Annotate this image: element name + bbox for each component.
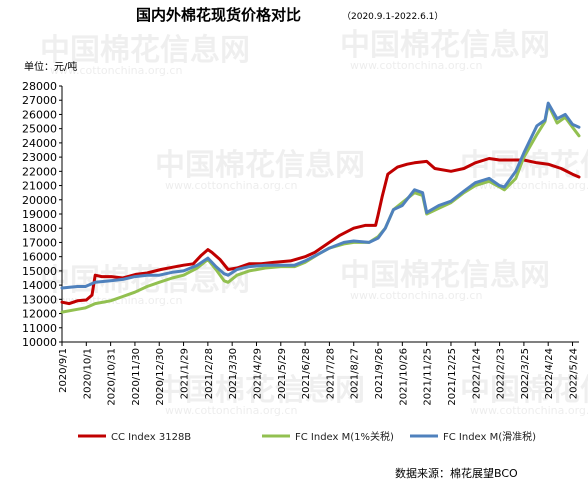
x-tick-label: 2020/9/1 [58,348,69,393]
watermark-url: www.cottonchina.org.cn [470,179,588,192]
watermark-url: www.cottonchina.org.cn [50,294,182,307]
x-tick-label: 2021/10/26 [398,348,409,406]
watermark-text: 中国棉花信息网 [155,148,365,183]
x-tick-label: 2021/6/28 [301,348,312,399]
watermark-text: 中国棉花信息网 [155,373,365,408]
watermark-layer: 中国棉花信息网www.cottonchina.org.cn中国棉花信息网www.… [40,28,588,417]
x-tick-label: 2020/10/1 [82,348,93,399]
y-tick-label: 17000 [22,236,57,249]
x-tick-label: 2020/12/30 [155,348,166,406]
watermark-text: 中国棉花信息网 [340,258,550,293]
unit-label: 单位：元/吨 [24,60,77,73]
y-tick-label: 18000 [22,222,57,235]
y-tick-label: 13000 [22,293,57,306]
x-tick-label: 2022/4/24 [544,348,555,399]
chart-subtitle: （2020.9.1-2022.6.1） [342,11,443,22]
chart-title: 国内外棉花现货价格对比 [136,6,301,24]
legend: CC Index 3128B FC Index M(1%关税) FC Index M… [78,430,536,443]
watermark-url: www.cottonchina.org.cn [165,404,297,417]
y-tick-label: 16000 [22,251,57,264]
watermark-text: 中国棉花信息网 [460,373,588,408]
x-tick-label: 2022/2/23 [496,348,507,399]
series-layer [60,101,581,314]
y-tick-label: 22000 [22,165,57,178]
x-tick-label: 2021/7/28 [325,348,336,399]
x-tick-label: 2021/5/29 [277,348,288,399]
x-tick-label: 2022/1/24 [471,348,482,399]
watermark-url: www.cottonchina.org.cn [165,179,297,192]
x-tick-label: 2021/3/30 [228,348,239,399]
x-tick-label: 2021/4/29 [252,348,263,399]
x-tick-label: 2021/11/25 [423,348,434,406]
watermark-url: www.cottonchina.org.cn [470,404,588,417]
watermark-text: 中国棉花信息网 [40,33,250,68]
watermark-text: 中国棉花信息网 [340,28,550,63]
x-tick-label: 2021/1/29 [180,348,191,399]
y-tick-label: 15000 [22,265,57,278]
watermark-url: www.cottonchina.org.cn [50,64,182,77]
y-tick-label: 26000 [22,108,57,121]
source-note: 数据来源：棉花展望BCO [395,466,518,480]
y-tick-label: 24000 [22,137,57,150]
watermark-url: www.cottonchina.org.cn [350,289,482,302]
series-line-1 [60,157,581,306]
x-tick-label: 2022/5/24 [569,348,580,399]
x-tick-label: 2020/11/30 [131,348,142,406]
y-tick-label: 12000 [22,308,57,321]
y-tick-label: 19000 [22,208,57,221]
y-tick-label: 11000 [22,322,57,335]
legend-label-3: FC Index M(滑准税) [443,430,536,443]
y-tick-label: 20000 [22,194,57,207]
x-tick-label: 2020/10/31 [107,348,118,406]
y-tick-label: 27000 [22,94,57,107]
y-tick-label: 25000 [22,123,57,136]
watermark-url: www.cottonchina.org.cn [350,59,482,72]
x-tick-label: 2021/12/25 [447,348,458,406]
legend-label-2: FC Index M(1%关税) [295,430,394,443]
x-tick-label: 2021/8/27 [350,348,361,399]
y-tick-label: 14000 [22,279,57,292]
x-axis: 2020/9/1 2020/10/1 2020/10/31 2020/11/30 202… [58,341,580,406]
x-tick-label: 2021/9/26 [374,348,385,399]
y-tick-label: 21000 [22,180,57,193]
y-tick-label: 28000 [22,80,57,93]
series-line-3 [60,101,581,290]
legend-label-1: CC Index 3128B [111,432,191,443]
x-tick-label: 2021/2/28 [204,348,215,399]
y-tick-label: 23000 [22,151,57,164]
y-tick-label: 10000 [22,336,57,349]
x-tick-label: 2022/3/25 [520,348,531,399]
